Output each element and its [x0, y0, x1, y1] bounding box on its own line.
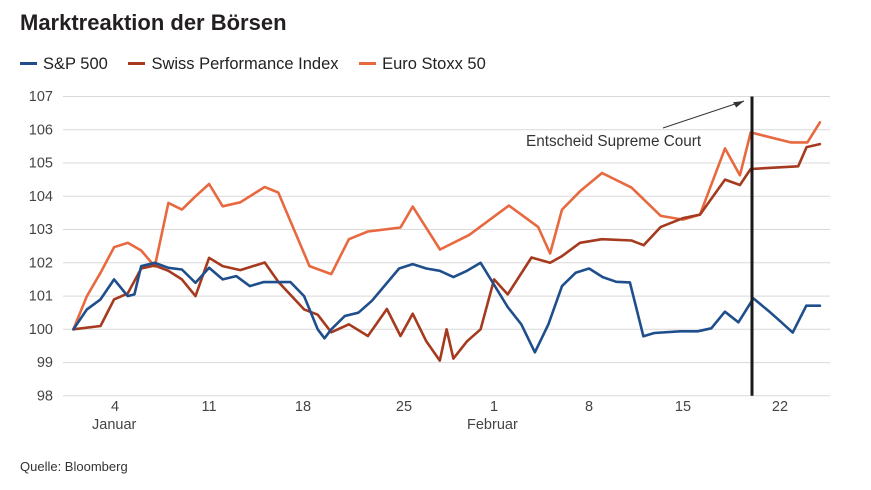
svg-text:Februar: Februar [467, 417, 518, 433]
svg-text:Entscheid Supreme Court: Entscheid Supreme Court [526, 133, 702, 150]
svg-text:105: 105 [29, 156, 53, 172]
svg-text:25: 25 [396, 399, 412, 415]
svg-text:98: 98 [37, 388, 53, 404]
svg-text:Januar: Januar [92, 417, 137, 433]
svg-text:4: 4 [111, 399, 119, 415]
svg-text:107: 107 [29, 89, 53, 105]
svg-text:104: 104 [29, 189, 53, 205]
svg-text:100: 100 [29, 322, 53, 338]
svg-text:8: 8 [585, 399, 593, 415]
svg-text:106: 106 [29, 122, 53, 138]
svg-text:99: 99 [37, 355, 53, 371]
svg-text:22: 22 [772, 399, 788, 415]
svg-text:1: 1 [490, 399, 498, 415]
svg-text:103: 103 [29, 222, 53, 238]
svg-text:15: 15 [675, 399, 691, 415]
svg-text:101: 101 [29, 289, 53, 305]
svg-text:11: 11 [201, 399, 216, 415]
svg-text:18: 18 [295, 399, 311, 415]
svg-text:102: 102 [29, 255, 53, 271]
